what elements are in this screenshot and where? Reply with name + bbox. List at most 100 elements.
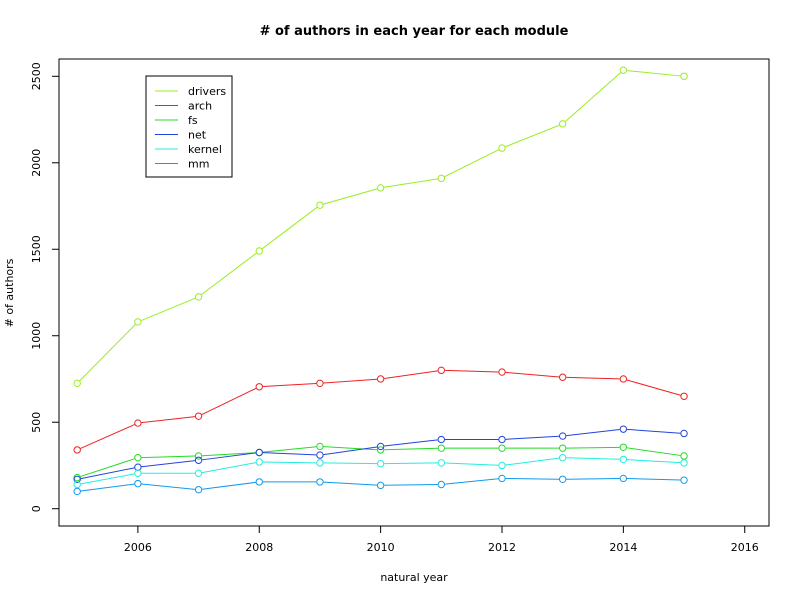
series-fs: [73, 442, 688, 482]
series-segment: [80, 424, 135, 449]
x-tick-label: 2014: [609, 541, 637, 554]
data-point: [134, 469, 142, 477]
data-point: [680, 392, 688, 400]
series-segment: [626, 447, 681, 456]
data-point: [73, 475, 81, 483]
legend-label: fs: [188, 114, 198, 127]
series-segment: [80, 483, 135, 492]
x-tick-label: 2006: [124, 541, 152, 554]
data-point: [437, 435, 446, 444]
series-segment: [384, 370, 438, 379]
series-segment: [444, 369, 499, 373]
data-point: [558, 475, 567, 483]
series-segment: [505, 124, 560, 148]
data-point: [73, 487, 81, 496]
y-axis: 0 500 1000 1500 2000 2500: [30, 62, 59, 512]
series-segment: [323, 462, 378, 465]
data-point: [194, 412, 203, 420]
data-point: [316, 478, 324, 486]
series-segment: [566, 457, 620, 460]
series-segment: [262, 383, 317, 388]
data-point: [558, 444, 567, 452]
series-drivers: [73, 66, 688, 388]
data-point: [619, 425, 628, 433]
series-segment: [566, 376, 620, 380]
series-segment: [80, 473, 135, 485]
series-segment: [262, 461, 317, 464]
series-segment: [384, 447, 438, 451]
data-point: [619, 375, 628, 383]
legend-label: net: [188, 129, 207, 142]
series-segment: [505, 477, 560, 480]
data-point: [558, 120, 567, 128]
series-segment: [626, 459, 681, 464]
y-tick-label: 2500: [30, 62, 43, 90]
data-point: [194, 485, 203, 494]
x-tick-label: 2008: [245, 541, 273, 554]
series-segment: [384, 462, 438, 465]
data-point: [194, 456, 203, 464]
data-point: [73, 480, 81, 489]
legend-label: mm: [188, 158, 209, 171]
data-point: [316, 451, 324, 459]
data-point: [619, 474, 628, 483]
series-segment: [323, 188, 378, 205]
data-point: [194, 469, 203, 477]
y-axis-label: # of authors: [3, 258, 16, 327]
series-segment: [444, 478, 499, 485]
data-point: [376, 442, 385, 451]
data-point: [558, 373, 567, 381]
series-segment: [141, 455, 195, 459]
data-point: [134, 318, 142, 326]
data-point: [73, 379, 81, 388]
x-tick-label: 2010: [367, 541, 395, 554]
series-segment: [626, 379, 681, 396]
series-segment: [565, 72, 621, 122]
data-point: [134, 463, 142, 471]
series-segment: [80, 458, 135, 477]
legend-label: kernel: [188, 143, 222, 156]
series-segment: [202, 462, 256, 474]
data-point: [255, 247, 263, 255]
data-point: [437, 444, 446, 452]
data-point: [498, 474, 506, 483]
data-point: [680, 72, 688, 80]
legend-label: arch: [188, 100, 212, 113]
data-point: [134, 453, 142, 462]
data-point: [134, 479, 142, 488]
data-point: [134, 419, 142, 427]
series-segment: [626, 428, 681, 434]
series-segment: [626, 70, 681, 77]
data-point: [498, 144, 506, 152]
series-segment: [262, 452, 317, 456]
y-tick-label: 1000: [30, 322, 43, 350]
series-segment: [566, 477, 620, 480]
series-segment: [566, 429, 620, 437]
data-point: [255, 458, 263, 466]
series-segment: [202, 481, 256, 490]
series-segment: [202, 452, 256, 461]
series-segment: [384, 178, 438, 188]
data-point: [437, 480, 446, 489]
data-point: [437, 459, 446, 467]
chart-title: # of authors in each year for each modul…: [260, 24, 569, 39]
series-net: [73, 425, 688, 483]
data-point: [376, 184, 385, 192]
series-segment: [201, 387, 257, 416]
series-segment: [323, 446, 378, 456]
y-tick-label: 2000: [30, 149, 43, 177]
data-point: [316, 459, 324, 467]
series-segment: [323, 378, 378, 384]
series-segment: [201, 252, 257, 296]
series-segment: [141, 297, 196, 321]
data-point: [376, 375, 385, 383]
series-segment: [444, 462, 499, 466]
y-tick-label: 1500: [30, 235, 43, 263]
y-tick-label: 0: [30, 505, 43, 512]
series-segment: [323, 446, 378, 451]
series-segment: [261, 206, 318, 250]
data-point: [558, 432, 567, 440]
data-point: [194, 293, 203, 301]
x-tick-label: 2016: [731, 541, 759, 554]
